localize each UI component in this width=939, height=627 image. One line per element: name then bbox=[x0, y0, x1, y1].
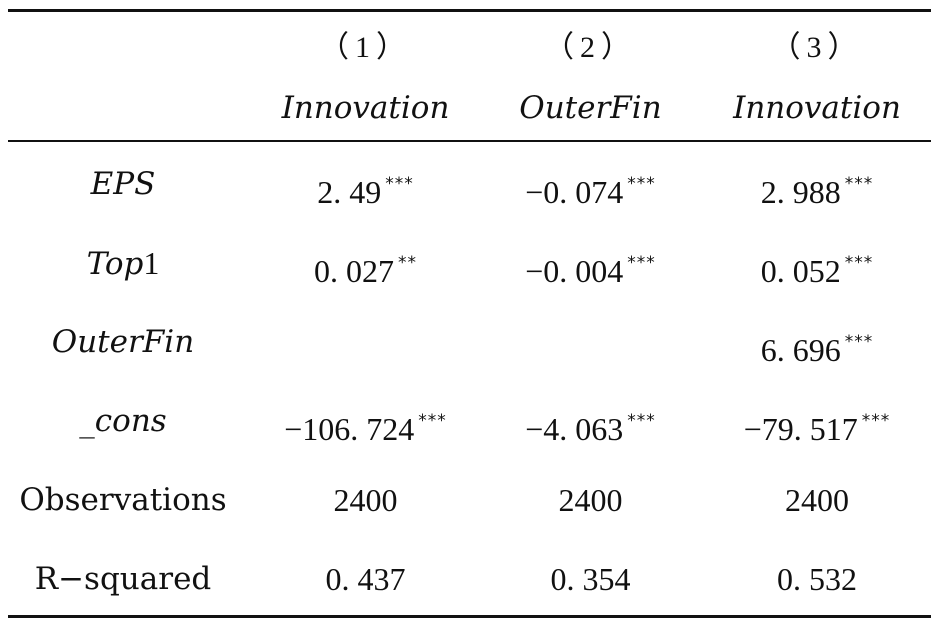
coefficient-value: 2. 49 bbox=[317, 174, 382, 210]
column-3-variable: Innovation bbox=[733, 90, 901, 126]
significance-stars: *** bbox=[418, 411, 447, 431]
coefficient-cell: 0. 027 ** bbox=[253, 238, 478, 289]
column-2-variable: OuterFin bbox=[519, 90, 662, 126]
statistic-value: 0. 437 bbox=[325, 561, 406, 597]
row-label: R−squared bbox=[34, 561, 212, 597]
coefficient-cell bbox=[253, 317, 478, 367]
significance-stars: *** bbox=[385, 174, 414, 194]
coefficient-value: 0. 027 bbox=[314, 253, 394, 289]
header-number-row: （1） （2） （3） bbox=[8, 23, 931, 73]
coefficient-value: 2. 988 bbox=[760, 174, 841, 210]
statistic-cell: 2400 bbox=[253, 475, 478, 525]
significance-stars: *** bbox=[861, 411, 891, 431]
statistic-cell: 2400 bbox=[478, 475, 703, 525]
significance-stars: *** bbox=[844, 253, 874, 273]
coefficient-cell: 2. 49 *** bbox=[253, 159, 478, 210]
coefficient-value: −106. 724 bbox=[284, 411, 415, 447]
statistic-cell: 0. 532 bbox=[703, 554, 931, 604]
significance-stars: *** bbox=[627, 411, 656, 431]
statistic-value: 2400 bbox=[333, 482, 398, 518]
significance-stars: *** bbox=[844, 174, 874, 194]
significance-stars: *** bbox=[844, 332, 874, 352]
table-row-r-squared: R−squared 0. 437 0. 354 0. 532 bbox=[8, 554, 931, 604]
table-row-top1: Top1 0. 027 ** −0. 004 *** 0. 052 *** bbox=[8, 238, 931, 289]
coefficient-cell: −106. 724 *** bbox=[253, 396, 478, 447]
row-label: EPS bbox=[90, 166, 156, 202]
row-label: Observations bbox=[19, 482, 227, 518]
table-row-eps: EPS 2. 49 *** −0. 074 *** 2. 988 *** bbox=[8, 159, 931, 210]
row-label: Top1 bbox=[8, 238, 238, 288]
header-blank-cell bbox=[8, 83, 238, 133]
coefficient-cell: −4. 063 *** bbox=[478, 396, 703, 447]
coefficient-cell: 2. 988 *** bbox=[703, 159, 931, 210]
table-row-cons: _cons −106. 724 *** −4. 063 *** −79. 517 **… bbox=[8, 396, 931, 447]
row-label: OuterFin bbox=[51, 324, 195, 360]
statistic-value: 2400 bbox=[558, 482, 623, 518]
statistic-cell: 2400 bbox=[703, 475, 931, 525]
row-label-plain-part: 1 bbox=[143, 245, 160, 281]
column-2-number: （2） bbox=[544, 31, 637, 64]
row-label: _cons bbox=[79, 403, 167, 439]
statistic-cell: 0. 354 bbox=[478, 554, 703, 604]
table-row-observations: Observations 2400 2400 2400 bbox=[8, 475, 931, 525]
coefficient-cell: −79. 517 *** bbox=[703, 396, 931, 447]
significance-stars: ** bbox=[398, 253, 417, 273]
row-label-italic-part: Top bbox=[86, 246, 144, 282]
statistic-value: 2400 bbox=[785, 482, 849, 518]
column-1-variable: Innovation bbox=[281, 90, 450, 126]
coefficient-cell: −0. 074 *** bbox=[478, 159, 703, 210]
table-row-outerfin: OuterFin 6. 696 *** bbox=[8, 317, 931, 368]
significance-stars: *** bbox=[627, 253, 656, 273]
coefficient-cell: 0. 052 *** bbox=[703, 238, 931, 289]
statistic-value: 0. 532 bbox=[777, 561, 857, 597]
table-header-rule bbox=[8, 140, 931, 142]
significance-stars: *** bbox=[627, 174, 656, 194]
coefficient-value: 0. 052 bbox=[760, 253, 841, 289]
statistic-cell: 0. 437 bbox=[253, 554, 478, 604]
coefficient-value: −79. 517 bbox=[743, 411, 858, 447]
statistic-value: 0. 354 bbox=[550, 561, 631, 597]
coefficient-cell: −0. 004 *** bbox=[478, 238, 703, 289]
table-bottom-rule bbox=[8, 615, 931, 618]
coefficient-value: 6. 696 bbox=[760, 332, 841, 368]
coefficient-value: −0. 004 bbox=[525, 253, 624, 289]
coefficient-value: −0. 074 bbox=[525, 174, 624, 210]
table-top-rule bbox=[8, 9, 931, 12]
coefficient-cell bbox=[478, 317, 703, 367]
header-blank-cell bbox=[8, 23, 238, 73]
coefficient-cell: 6. 696 *** bbox=[703, 317, 931, 368]
header-variable-row: Innovation OuterFin Innovation bbox=[8, 83, 931, 133]
column-1-number: （1） bbox=[319, 31, 412, 64]
coefficient-value: −4. 063 bbox=[525, 411, 624, 447]
column-3-number: （3） bbox=[770, 31, 864, 64]
